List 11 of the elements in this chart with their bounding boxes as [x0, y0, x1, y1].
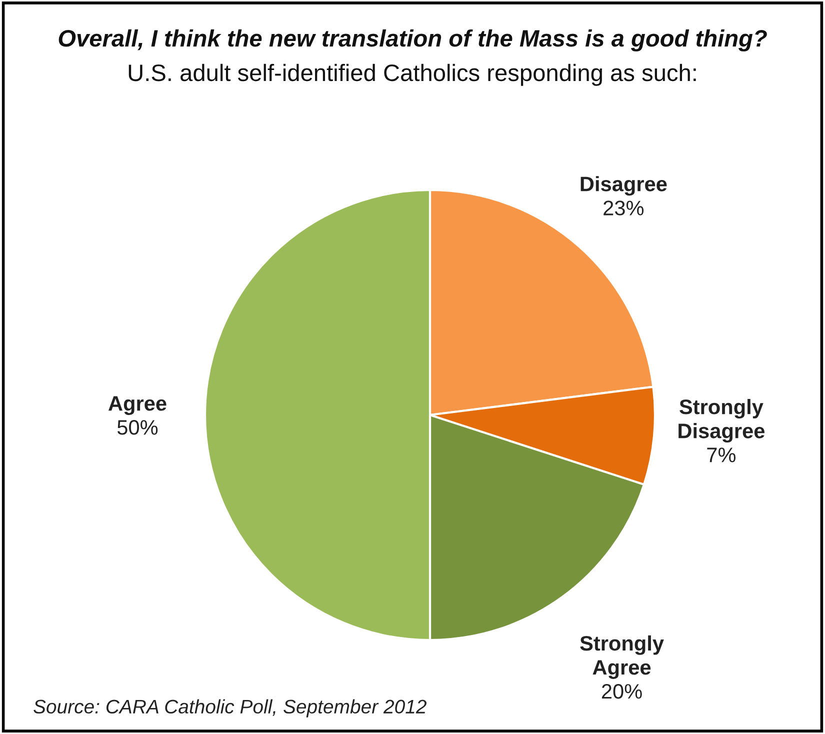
data-label: 23%	[604, 200, 644, 216]
slice-label: Disagree	[580, 176, 667, 196]
data-label: 50%	[117, 420, 158, 435]
slice-label: Strongly Disagree	[678, 398, 764, 443]
chart-title: Overall, I think the new translation of the Mass is a good thing?	[58, 29, 767, 52]
data-label: 20%	[602, 684, 642, 699]
slice-label: Agree	[108, 396, 166, 415]
slice-label: Strongly Agree	[580, 635, 664, 679]
source-note: Source: CARA Catholic Poll, September 2012	[34, 699, 426, 718]
data-label: 7%	[707, 448, 736, 462]
chart-subtitle: U.S. adult self-identified Catholics responding as such:	[128, 64, 696, 86]
